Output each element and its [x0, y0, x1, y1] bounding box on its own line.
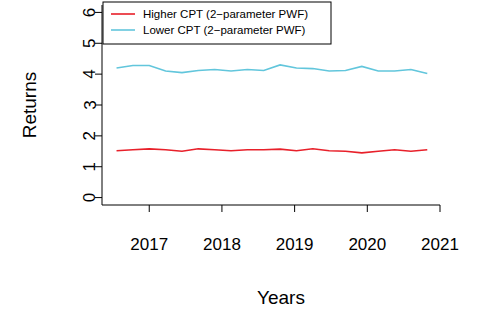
series-line: [117, 149, 428, 153]
legend-label: Higher CPT (2−parameter PWF): [143, 8, 308, 20]
chart: 2017 2018 2019 2020 2021 0 1 2 3 4 5 6 Years Returns H…: [0, 0, 500, 313]
x-tick-label: 2018: [203, 235, 241, 254]
legend-swatch: [111, 29, 135, 31]
y-tick-label: 2: [81, 131, 100, 140]
y-axis-title: Returns: [19, 72, 40, 139]
y-tick-label: 1: [81, 162, 100, 171]
x-tick-label: 2017: [130, 235, 168, 254]
y-tick-label: 0: [81, 193, 100, 202]
x-tick: [149, 205, 150, 212]
x-tick-label: 2021: [421, 235, 459, 254]
y-tick-label: 6: [81, 8, 100, 17]
x-tick: [367, 205, 368, 212]
x-axis-line: [102, 205, 440, 206]
plot-area: [117, 65, 428, 153]
y-tick-label: 4: [81, 69, 100, 78]
x-tick: [221, 205, 222, 212]
legend-label: Lower CPT (2−parameter PWF): [143, 24, 306, 36]
x-tick-label: 2020: [348, 235, 386, 254]
legend-box: [103, 2, 331, 44]
series-line: [117, 65, 428, 74]
x-tick-label: 2019: [276, 235, 314, 254]
legend: Higher CPT (2−parameter PWF) Lower CPT (2…: [103, 2, 331, 44]
x-tick: [440, 205, 441, 212]
x-tick: [294, 205, 295, 212]
legend-swatch: [111, 13, 135, 15]
y-tick-label: 5: [81, 39, 100, 48]
y-tick-label: 3: [81, 100, 100, 109]
chart-root: 2017 2018 2019 2020 2021 0 1 2 3 4 5 6 Years Returns H…: [0, 0, 500, 313]
x-axis-title: Years: [257, 287, 305, 308]
